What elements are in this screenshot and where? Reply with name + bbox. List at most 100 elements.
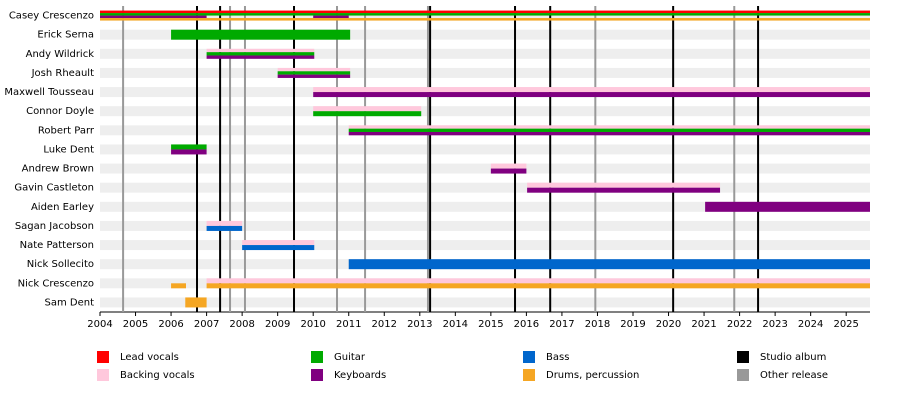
member-label: Sagan Jacobson: [15, 221, 94, 232]
tenure-bar: [313, 87, 870, 93]
x-tick-label: 2020: [656, 319, 681, 330]
x-tick-label: 2016: [514, 319, 539, 330]
tenure-bar: [242, 245, 315, 251]
x-tick-label: 2009: [265, 319, 290, 330]
tenure-bar: [348, 259, 870, 270]
x-tick-label: 2013: [407, 319, 432, 330]
tenure-bar: [277, 74, 351, 78]
member-label: Andrew Brown: [22, 164, 94, 175]
x-tick-label: 2010: [300, 319, 325, 330]
row-background: [100, 106, 870, 117]
tenure-bar: [348, 128, 870, 132]
member-label: Nick Crescenzo: [18, 278, 94, 289]
legend-swatch: [737, 369, 749, 381]
tenure-bar: [348, 125, 870, 129]
legend-label: Backing vocals: [120, 370, 195, 381]
x-tick-label: 2015: [478, 319, 503, 330]
x-tick-label: 2024: [798, 319, 823, 330]
legend-swatch: [311, 351, 323, 363]
x-tick-label: 2004: [87, 319, 112, 330]
tenure-bar: [527, 187, 721, 193]
legend-swatch: [737, 351, 749, 363]
member-label: Erick Serna: [37, 30, 94, 41]
tenure-bar: [171, 149, 207, 155]
legend-label: Keyboards: [334, 370, 386, 381]
legend-swatch: [523, 369, 535, 381]
x-tick-label: 2014: [443, 319, 468, 330]
row-background: [100, 182, 870, 193]
x-tick-label: 2022: [727, 319, 752, 330]
tenure-bar: [100, 18, 870, 21]
tenure-bar: [206, 220, 243, 226]
legend-swatch: [97, 351, 109, 363]
tenure-bar: [242, 240, 315, 246]
tenure-bar: [100, 15, 207, 19]
row-background: [100, 240, 870, 251]
member-label: Nate Patterson: [20, 240, 94, 251]
legend-swatch: [523, 351, 535, 363]
member-label: Gavin Castleton: [14, 183, 94, 194]
legend-label: Guitar: [334, 352, 366, 363]
legend-label: Studio album: [760, 352, 826, 363]
tenure-bar: [206, 283, 870, 289]
tenure-bar: [348, 131, 870, 136]
legend-label: Drums, percussion: [546, 370, 639, 381]
tenure-bar: [206, 48, 315, 53]
tenure-bar: [277, 71, 351, 75]
x-tick-label: 2008: [229, 319, 254, 330]
row-background: [100, 144, 870, 155]
x-tick-label: 2023: [762, 319, 787, 330]
legend-swatch: [311, 369, 323, 381]
member-label: Sam Dent: [44, 297, 94, 308]
member-label: Casey Crescenzo: [9, 11, 94, 22]
legend-swatch: [97, 369, 109, 381]
tenure-bar: [490, 163, 527, 169]
member-label: Maxwell Tousseau: [4, 87, 94, 98]
tenure-bar: [313, 111, 422, 117]
tenure-bar: [206, 278, 870, 284]
x-tick-label: 2007: [194, 319, 219, 330]
tenure-bar: [171, 29, 351, 40]
member-label: Luke Dent: [43, 144, 94, 155]
member-label: Aiden Earley: [31, 202, 94, 213]
x-tick-label: 2019: [620, 319, 645, 330]
tenure-bar: [313, 106, 422, 112]
member-label: Robert Parr: [38, 125, 95, 136]
x-tick-label: 2018: [585, 319, 610, 330]
x-tick-label: 2005: [123, 319, 148, 330]
x-tick-label: 2025: [833, 319, 858, 330]
member-label: Andy Wildrick: [26, 49, 95, 60]
row-background: [100, 220, 870, 231]
x-tick-label: 2017: [549, 319, 574, 330]
tenure-bar: [171, 144, 207, 150]
tenure-bar: [277, 67, 351, 72]
tenure-bar: [313, 92, 870, 98]
tenure-bar: [206, 55, 315, 59]
member-label: Nick Sollecito: [27, 259, 94, 270]
tenure-bar: [206, 225, 243, 231]
row-background: [100, 67, 870, 78]
x-tick-label: 2006: [158, 319, 183, 330]
x-tick-label: 2012: [372, 319, 397, 330]
tenure-bar: [705, 201, 870, 212]
row-background: [100, 297, 870, 308]
tenure-bar: [313, 15, 349, 19]
x-tick-label: 2011: [336, 319, 361, 330]
tenure-bar: [185, 297, 207, 308]
member-label: Josh Rheault: [31, 68, 94, 79]
row-background: [100, 163, 870, 174]
legend-label: Lead vocals: [120, 352, 179, 363]
tenure-bar: [171, 283, 186, 289]
legend-label: Bass: [546, 352, 569, 363]
legend-label: Other release: [760, 370, 828, 381]
tenure-bar: [490, 168, 527, 174]
x-tick-label: 2021: [691, 319, 716, 330]
tenure-bar: [100, 13, 870, 16]
row-background: [100, 29, 870, 40]
tenure-bar: [100, 10, 870, 14]
row-background: [100, 48, 870, 59]
tenure-bar: [527, 182, 721, 188]
row-background: [100, 201, 870, 212]
tenure-bar: [206, 52, 315, 56]
